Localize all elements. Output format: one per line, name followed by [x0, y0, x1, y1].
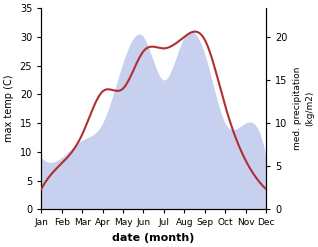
Y-axis label: max temp (C): max temp (C): [4, 75, 14, 143]
Y-axis label: med. precipitation
(kg/m2): med. precipitation (kg/m2): [293, 67, 314, 150]
X-axis label: date (month): date (month): [113, 233, 195, 243]
